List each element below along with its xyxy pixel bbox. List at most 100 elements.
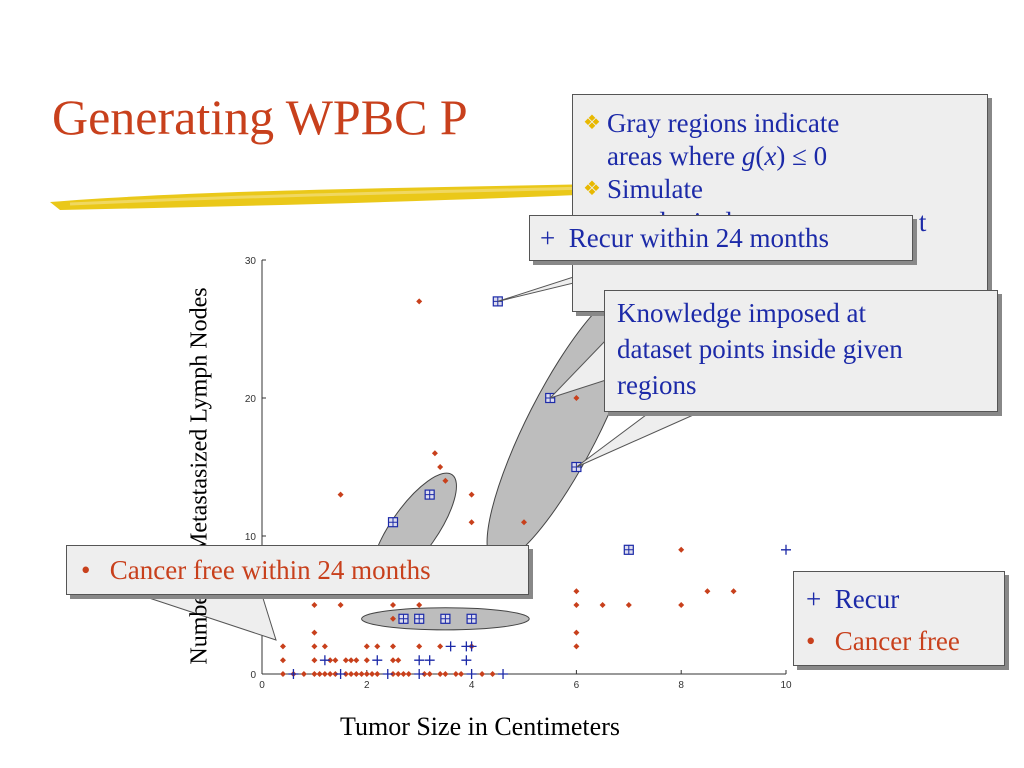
x-tick-label: 0 [259,680,265,691]
cancer-free-point [353,657,360,664]
cancer-free-point [479,671,486,677]
cancer-free-point [316,671,323,677]
cancer-free-point [426,671,433,677]
cancer-free-point [342,671,349,677]
cancer-free-point [573,588,580,595]
y-axis-title: Number of Metastasized Lymph Nodes [186,287,213,665]
recur-callout: + Recur within 24 months [529,215,913,261]
cancer-free-point [279,671,286,677]
cancer-free-point [337,491,344,498]
cancer-free-point [395,657,402,664]
recur-point [445,641,456,652]
cancer-free-point [573,643,580,650]
recur-point [319,655,330,666]
cancer-free-point [332,657,339,664]
cancer-free-point [390,643,396,650]
cancer-free-point [327,671,334,677]
cancer-free-point [390,602,396,608]
knowledge-line2: dataset points inside given [617,334,903,364]
knowledge-line1: Knowledge imposed at [617,298,866,328]
cancer-free-point [437,464,444,470]
cancer-free-point [400,671,407,677]
cancer-free-point [468,491,475,498]
cancer-free-point [625,602,632,608]
cancer-free-point [374,671,381,677]
knowledge-point [440,613,451,624]
y-tick-label: 30 [245,256,257,267]
y-tick-label: 20 [245,394,257,405]
cancer-free-point [353,671,360,677]
recur-point [466,641,477,652]
cancer-free-point [390,615,396,622]
cancer-free-point [279,657,286,664]
cancer-free-point [369,671,376,677]
knowledge-point [623,544,634,555]
cancer-free-point [337,602,344,608]
plus-marker-icon: + [540,223,556,253]
knowledge-point [387,517,399,528]
title-underline-brush [50,184,600,210]
cancer-free-point [421,671,428,677]
recur-point [414,669,425,679]
gray-regions-line1: Gray regions indicate [606,108,840,138]
cancer-free-point [573,602,580,608]
cancer-free-point [363,671,370,677]
y-tick-label: 0 [250,670,256,681]
cancer-free-point [321,671,328,677]
cancer-free-point [437,671,444,677]
x-tick-label: 10 [780,680,792,691]
cancer-free-point [573,629,580,636]
recur-callout-text: Recur within 24 months [568,223,829,253]
recur-point [414,655,425,666]
cancer-free-point [311,671,318,677]
recur-point [335,669,346,679]
cancer-free-point [730,588,737,595]
cancer-free-point [327,657,334,664]
knowledge-point [414,613,425,624]
cancer-free-point [332,671,339,677]
x-axis-title: Tumor Size in Centimeters [340,712,620,741]
diamond-bullet-icon: ❖ [583,112,601,134]
cancer-free-point [311,602,318,608]
cancer-free-point [363,657,370,664]
x-tick-label: 4 [469,680,475,691]
cancer-free-point [405,671,412,677]
legend: + Recur • Cancer free [793,571,1005,666]
cancer-free-point [678,546,685,553]
cancer-free-callout-text: Cancer free within 24 months [109,555,431,585]
dot-marker-icon: • [81,555,91,585]
recur-point [424,655,435,666]
cancer-free-point [416,298,423,305]
recur-point [498,669,509,679]
cancer-free-point [358,671,365,677]
cancer-free-point [416,602,423,608]
cancer-free-point [431,450,438,457]
recur-point [288,669,299,679]
slide-title: Generating WPBC P [52,89,468,145]
gray-regions-callout: ❖ Gray regions indicate areas where g(x)… [572,94,988,312]
cancer-free-point [489,671,496,677]
recur-point [466,669,477,679]
cancer-free-point [374,643,381,650]
x-tick-label: 2 [364,680,370,691]
legend-item-cancer-free: • Cancer free [806,620,992,662]
recur-point [781,544,791,555]
data-points [279,296,791,679]
cancer-free-point [521,519,527,526]
recur-point [461,655,472,666]
cancer-free-point [452,671,459,677]
legend-recur-label: Recur [834,584,900,614]
knowledge-leader-lower [576,411,701,468]
cancer-free-point [390,671,396,677]
knowledge-callout: Knowledge imposed at dataset points insi… [604,290,998,412]
knowledge-point [424,489,435,500]
x-tick-label: 6 [574,680,580,691]
cancer-free-point [390,657,396,664]
cancer-free-point [321,643,328,650]
cancer-free-point [678,602,685,608]
cancer-free-point [442,671,449,677]
knowledge-point [466,613,477,624]
recur-point [372,655,383,666]
knowledge-line3: regions [617,370,697,400]
legend-free-label: Cancer free [834,626,960,656]
